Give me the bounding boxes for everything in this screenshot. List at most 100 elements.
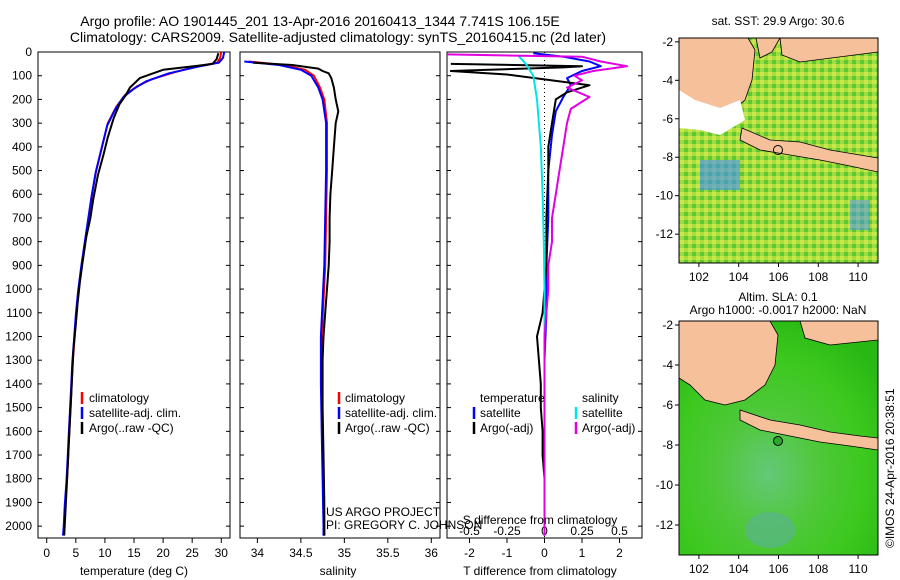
x-tick-label: -2 <box>464 546 475 560</box>
y-tick-label: 800 <box>12 235 32 249</box>
borneo-land <box>779 38 878 63</box>
x-tick-label: 25 <box>186 546 200 560</box>
title-line-1: Argo profile: AO 1901445_201 13-Apr-2016… <box>80 13 560 29</box>
map-x-tick-label: 102 <box>689 270 709 284</box>
x-tick-label: 1 <box>579 546 586 560</box>
series-line-satellite-adj-clim- <box>244 60 328 536</box>
y-tick-label: 1300 <box>5 353 32 367</box>
series-line-argo-raw-qc- <box>252 61 340 536</box>
x-tick-label: 20 <box>156 546 170 560</box>
x-tick-label: 34 <box>251 546 265 560</box>
x-tick-label: 0 <box>541 546 548 560</box>
x-tick-label: 10 <box>98 546 112 560</box>
x-tick-label: 30 <box>215 546 229 560</box>
x-tick-label: 34.5 <box>289 546 313 560</box>
map-y-tick-label: -2 <box>662 318 673 332</box>
legend-label-satellite: satellite-adj. clim. <box>345 406 437 420</box>
y-tick-label: 300 <box>12 116 32 130</box>
map-x-tick-label: 108 <box>808 270 828 284</box>
series-line-climatology <box>62 51 223 536</box>
map-x-tick-label: 106 <box>768 270 788 284</box>
x-tick-label-top: 0.5 <box>611 524 628 538</box>
map-x-tick-label: 104 <box>729 270 749 284</box>
legend-label-argo: Argo(..raw -QC) <box>89 421 174 435</box>
series-line-satellite-adj-clim- <box>62 51 226 536</box>
map-y-tick-label: -6 <box>662 398 673 412</box>
legend-title-salinity: salinity <box>582 391 619 405</box>
map-x-tick-label: 110 <box>849 270 868 284</box>
map-y-tick-label: -12 <box>656 518 674 532</box>
salinity-panel-frame <box>239 51 441 539</box>
legend-title-temperature: temperature <box>480 391 545 405</box>
x-tick-label: 36 <box>425 546 439 560</box>
y-tick-label: 900 <box>12 258 32 272</box>
legend-label-t-argo: Argo(-adj) <box>480 421 533 435</box>
sla-map-axes: 102 104 106 108 110 -2 -4 -6 -8 -10 -12 <box>656 318 868 576</box>
sst-map-title: sat. SST: 29.9 Argo: 30.6 <box>712 14 845 28</box>
y-tick-label: 1700 <box>5 448 32 462</box>
y-tick-label: 1800 <box>5 472 32 486</box>
x-tick-label: 35 <box>338 546 352 560</box>
map-y-tick-label: -4 <box>662 358 673 372</box>
legend-label-t-satellite: satellite <box>480 406 521 420</box>
title-line-2: Climatology: CARS2009. Satellite-adjuste… <box>70 29 606 45</box>
java-land <box>739 127 878 173</box>
no-data-area <box>679 90 745 135</box>
legend-label-s-argo: Argo(-adj) <box>582 421 635 435</box>
salinity-xlabel: salinity <box>320 564 357 578</box>
borneo-land <box>799 321 878 346</box>
x-tick-label: 15 <box>127 546 141 560</box>
legend-label-s-satellite: satellite <box>582 406 623 420</box>
salinity-profile-chart: 34 34.5 35 35.5 36 <box>240 51 440 560</box>
y-tick-label: 400 <box>12 140 32 154</box>
argo-float-marker <box>773 436 783 446</box>
sla-map-title: Altim. SLA: 0.1 <box>738 290 818 304</box>
y-tick-label: 1100 <box>6 306 32 320</box>
y-tick-label: 100 <box>12 69 32 83</box>
argo-float-marker <box>773 145 783 155</box>
difference-xlabel-top: S difference from climatology <box>463 513 618 527</box>
project-credit-line-2: PI: GREGORY C. JOHNSON <box>326 518 482 532</box>
sla-map-subtitle: Argo h1000: -0.0017 h2000: NaN <box>690 303 867 317</box>
bangka-land <box>755 38 781 59</box>
y-tick-label: 1200 <box>5 329 32 343</box>
difference-xlabel: T difference from climatology <box>463 564 617 578</box>
difference-legend: temperature satellite Argo(-adj) salinit… <box>472 391 635 435</box>
map-y-tick-label: -10 <box>656 189 674 203</box>
temperature-profile-chart: 0 5 10 15 20 25 300100200300400500600700800900… <box>5 45 230 560</box>
y-tick-label: 2000 <box>5 519 32 533</box>
x-tick-label-top: -0.5 <box>459 524 480 538</box>
series-line-salinity-satellite <box>517 54 546 536</box>
legend-label-climatology: climatology <box>345 391 405 405</box>
salinity-legend: climatology satellite-adj. clim. Argo(..… <box>337 391 437 435</box>
temperature-legend: climatology satellite-adj. clim. Argo(..… <box>80 391 181 435</box>
map-y-tick-label: -8 <box>662 150 673 164</box>
map-y-tick-label: -2 <box>662 35 673 49</box>
map-x-tick-label: 108 <box>808 562 828 576</box>
map-x-tick-label: 104 <box>729 562 749 576</box>
y-tick-label: 200 <box>12 92 32 106</box>
x-tick-label-top: -0.25 <box>493 524 521 538</box>
map-y-tick-label: -6 <box>662 112 673 126</box>
sst-map <box>679 38 878 263</box>
sst-cool-patch <box>700 160 740 190</box>
project-credit-line-1: US ARGO PROJECT <box>326 505 441 519</box>
sumatra-land <box>679 321 779 406</box>
x-tick-label: -1 <box>502 546 513 560</box>
y-tick-label: 1400 <box>5 377 32 391</box>
y-tick-label: 600 <box>12 187 32 201</box>
map-x-tick-label: 110 <box>849 562 868 576</box>
map-y-tick-label: -12 <box>656 227 674 241</box>
sst-cool-patch <box>850 200 870 230</box>
legend-label-argo: Argo(..raw -QC) <box>345 421 430 435</box>
x-tick-label-top: 0.25 <box>570 524 594 538</box>
y-tick-label: 500 <box>12 164 32 178</box>
java-land <box>739 409 878 451</box>
series-line-argo-adj- <box>449 62 591 536</box>
series-line-climatology <box>248 60 328 536</box>
y-tick-label: 1000 <box>5 282 32 296</box>
sla-map <box>679 321 878 555</box>
sla-low-patch <box>745 512 795 548</box>
imos-credit: ©IMOS 24-Apr-2016 20:38:51 <box>883 388 897 548</box>
